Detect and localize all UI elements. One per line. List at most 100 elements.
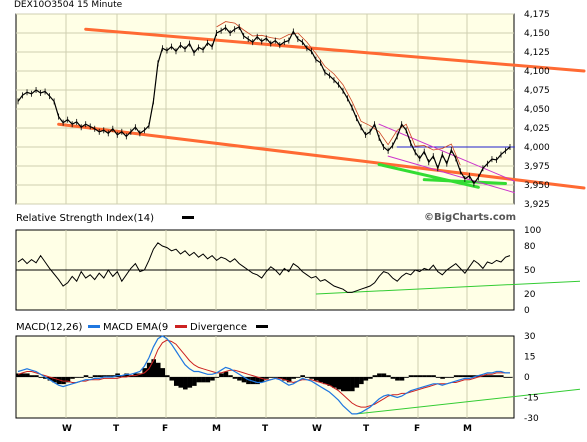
divergence-bar: [97, 375, 102, 377]
divergence-bar: [214, 377, 220, 378]
divergence-bar: [300, 375, 305, 377]
y-tick-label: 4,150: [524, 29, 550, 39]
divergence-bar: [38, 377, 44, 378]
divergence-bar: [192, 377, 197, 386]
x-tick-label: T: [113, 424, 120, 434]
divergence-bar: [196, 377, 202, 383]
price-series: [17, 23, 511, 187]
y-tick-label: 0: [524, 306, 530, 316]
y-tick-label: 20: [524, 290, 536, 300]
divergence-bar: [151, 359, 157, 377]
divergence-bar: [390, 377, 396, 379]
divergence-bar: [498, 375, 504, 377]
divergence-bar: [313, 377, 319, 381]
x-tick-label: F: [414, 424, 420, 434]
price-panel-grid: [16, 13, 514, 205]
divergence-bar: [110, 375, 116, 377]
divergence-bar: [449, 377, 454, 378]
divergence-bar: [372, 375, 378, 377]
divergence-bar: [354, 377, 360, 388]
divergence-bar: [304, 377, 310, 378]
divergence-bar: [268, 377, 274, 378]
x-tick-label: T: [262, 424, 269, 434]
divergence-bar: [453, 375, 459, 377]
x-tick-label: M: [212, 424, 221, 434]
divergence-bar: [503, 377, 509, 378]
y-tick-label: 3,925: [524, 200, 550, 210]
divergence-bar: [368, 377, 373, 379]
y-tick-label: 3,950: [524, 181, 550, 191]
divergence-bar: [422, 375, 427, 377]
divergence-bar: [88, 377, 93, 378]
divergence-bar: [264, 377, 269, 379]
price-line: [17, 26, 511, 185]
y-tick-label: 4,050: [524, 105, 550, 115]
divergence-bar: [273, 377, 278, 378]
rsi-panel-title: Relative Strength Index(14): [16, 213, 154, 224]
divergence-bar: [61, 377, 66, 385]
divergence-bar: [485, 375, 491, 377]
divergence-bar: [223, 371, 229, 377]
rsi-y-ticks: 100 80 50 20 0: [524, 226, 541, 316]
x-tick-label: W: [62, 424, 72, 434]
divergence-bar: [52, 377, 57, 383]
divergence-bar: [101, 375, 107, 377]
divergence-bar: [381, 373, 387, 377]
rsi-annotations: [315, 280, 581, 295]
y-tick-label: 15: [524, 353, 535, 363]
divergence-bar: [331, 377, 337, 388]
divergence-bar: [458, 375, 463, 377]
macd-annotations: [356, 388, 581, 415]
divergence-bar: [232, 377, 238, 379]
y-tick-label: 3,975: [524, 162, 550, 172]
divergence-bar: [56, 377, 62, 385]
divergence-legend-label: Divergence: [190, 322, 247, 333]
wedge-upper-line: [378, 123, 516, 182]
chart-header-title: DEX10O3504 15 Minute: [14, 0, 123, 10]
divergence-bar: [417, 375, 423, 377]
x-tick-label: F: [162, 424, 168, 434]
divergence-bar: [350, 377, 355, 392]
y-tick-label: 4,175: [524, 10, 550, 20]
rsi-legend-swatch: [182, 216, 194, 219]
divergence-bar: [408, 375, 414, 377]
macd-ema-legend-swatch: [175, 325, 187, 328]
x-tick-label: M: [463, 424, 472, 434]
divergence-legend-swatch: [256, 325, 268, 328]
divergence-bar: [210, 377, 215, 381]
y-tick-label: 100: [524, 226, 541, 236]
divergence-bar: [106, 375, 111, 377]
y-tick-label: 80: [524, 242, 536, 252]
divergence-bar: [259, 377, 265, 383]
divergence-bar: [462, 375, 468, 377]
y-tick-label: -30: [524, 414, 539, 424]
divergence-bar: [336, 377, 342, 390]
y-tick-label: 4,100: [524, 67, 550, 77]
divergence-bar: [173, 377, 179, 386]
divergence-bar: [359, 377, 364, 385]
divergence-bar: [20, 373, 26, 377]
divergence-bar: [160, 368, 166, 377]
divergence-bar: [183, 377, 188, 390]
divergence-bar: [395, 377, 400, 381]
y-tick-label: 4,075: [524, 86, 550, 96]
rsi-panel: 100 80 50 20 0: [15, 226, 581, 316]
divergence-histogram: [16, 359, 513, 392]
divergence-bar: [295, 377, 301, 378]
divergence-bar: [92, 375, 98, 377]
divergence-bar: [205, 377, 211, 383]
support-line: [377, 162, 480, 189]
divergence-bar: [79, 377, 84, 378]
divergence-bar: [250, 377, 256, 385]
divergence-bar: [70, 377, 75, 379]
divergence-bar: [318, 377, 324, 383]
divergence-bar: [25, 373, 30, 377]
wedge-lower-line: [387, 155, 516, 194]
divergence-bar: [399, 377, 405, 381]
divergence-bar: [137, 373, 143, 377]
divergence-bar: [246, 377, 251, 385]
macd-panel: 30 15 0 -15 -30: [15, 332, 581, 424]
divergence-bar: [340, 377, 346, 392]
